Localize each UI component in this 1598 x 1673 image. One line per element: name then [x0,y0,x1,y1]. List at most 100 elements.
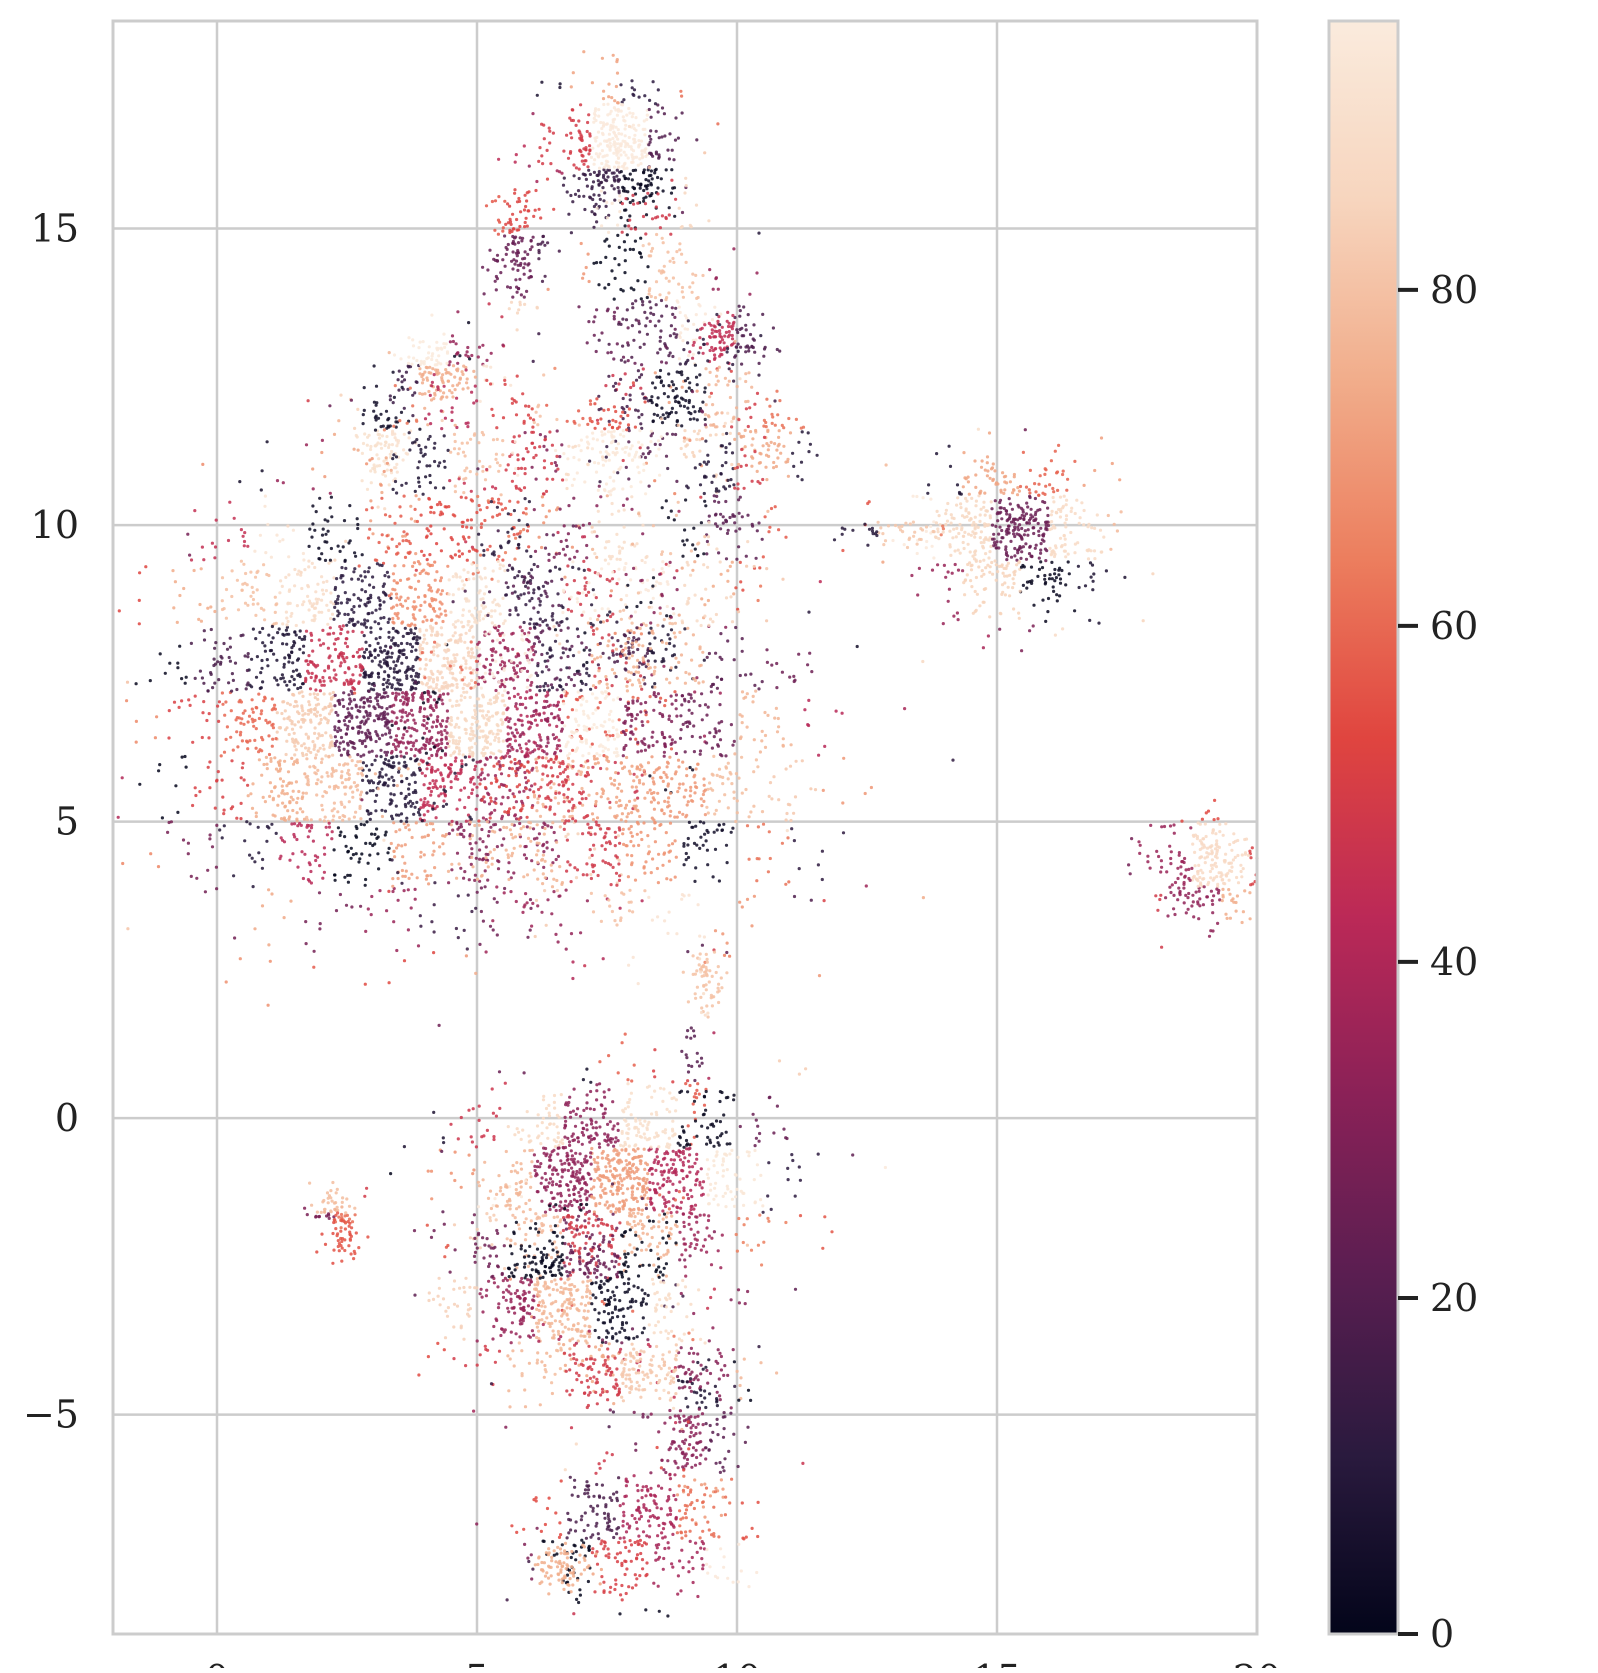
scatter-point [418,367,421,370]
scatter-point [532,456,535,459]
scatter-point [444,764,447,767]
scatter-point [425,727,428,730]
scatter-point [680,95,683,98]
scatter-point [646,114,649,117]
scatter-point [517,546,520,549]
scatter-point [593,158,596,161]
scatter-point [360,731,363,734]
scatter-point [655,152,658,155]
scatter-point [612,643,615,646]
scatter-point [562,548,565,551]
scatter-point [643,128,646,131]
scatter-point [429,506,432,509]
scatter-point [624,562,627,565]
scatter-point [444,664,447,667]
scatter-point [228,501,231,504]
scatter-point [389,394,392,397]
scatter-point [597,510,600,513]
scatter-point [426,801,429,804]
scatter-point [574,193,577,196]
scatter-point [656,176,659,179]
scatter-point [524,697,527,700]
scatter-point [572,456,575,459]
scatter-point [201,463,204,466]
scatter-point [619,378,622,381]
scatter-point [645,213,648,216]
scatter-point [797,441,800,444]
scatter-point [317,557,320,560]
scatter-point [737,343,740,346]
scatter-point [667,516,670,519]
scatter-point [431,853,434,856]
scatter-point [669,552,672,555]
scatter-point [581,277,584,280]
scatter-point [443,657,446,660]
scatter-point [630,485,633,488]
scatter-point [387,742,390,745]
scatter-point [453,514,456,517]
scatter-point [698,336,701,339]
scatter-point [673,690,676,693]
scatter-point [648,292,651,295]
scatter-point [478,504,481,507]
scatter-point [149,679,152,682]
scatter-point [472,572,475,575]
scatter-point [311,672,314,675]
scatter-point [276,711,279,714]
scatter-point [572,71,575,74]
scatter-point [444,794,447,797]
scatter-point [724,626,727,629]
scatter-point [619,415,622,418]
scatter-point [568,815,571,818]
scatter-point [364,575,367,578]
scatter-point [328,826,331,829]
scatter-point [529,898,532,901]
scatter-point [656,351,659,354]
scatter-point [316,778,319,781]
scatter-point [747,346,750,349]
scatter-point [702,552,705,555]
scatter-point [518,434,521,437]
scatter-point [400,780,403,783]
scatter-point [327,775,330,778]
scatter-point [617,132,620,135]
scatter-point [273,622,276,625]
scatter-point [617,578,620,581]
scatter-point [612,121,615,124]
scatter-point [712,349,715,352]
scatter-point [323,475,326,478]
scatter-point [341,819,344,822]
scatter-point [409,387,412,390]
scatter-point [525,857,528,860]
scatter-point [501,439,504,442]
scatter-point [258,631,261,634]
scatter-point [458,634,461,637]
scatter-point [684,379,687,382]
scatter-point [388,981,391,984]
scatter-point [330,660,333,663]
scatter-point [176,621,179,624]
scatter-point [374,620,377,623]
scatter-point [371,575,374,578]
scatter-point [445,505,448,508]
scatter-point [239,817,242,820]
scatter-point [253,719,256,722]
scatter-point [374,759,377,762]
scatter-point [579,133,582,136]
scatter-point [374,609,377,612]
scatter-point [450,391,453,394]
scatter-point [444,368,447,371]
scatter-point [538,251,541,254]
scatter-point [578,458,581,461]
scatter-point [681,555,684,558]
scatter-point [445,725,448,728]
scatter-point [644,561,647,564]
scatter-point [494,458,497,461]
scatter-point [340,566,343,569]
scatter-point [512,240,515,243]
scatter-point [679,362,682,365]
scatter-point [435,725,438,728]
scatter-point [542,445,545,448]
scatter-point [377,642,380,645]
scatter-point [661,269,664,272]
